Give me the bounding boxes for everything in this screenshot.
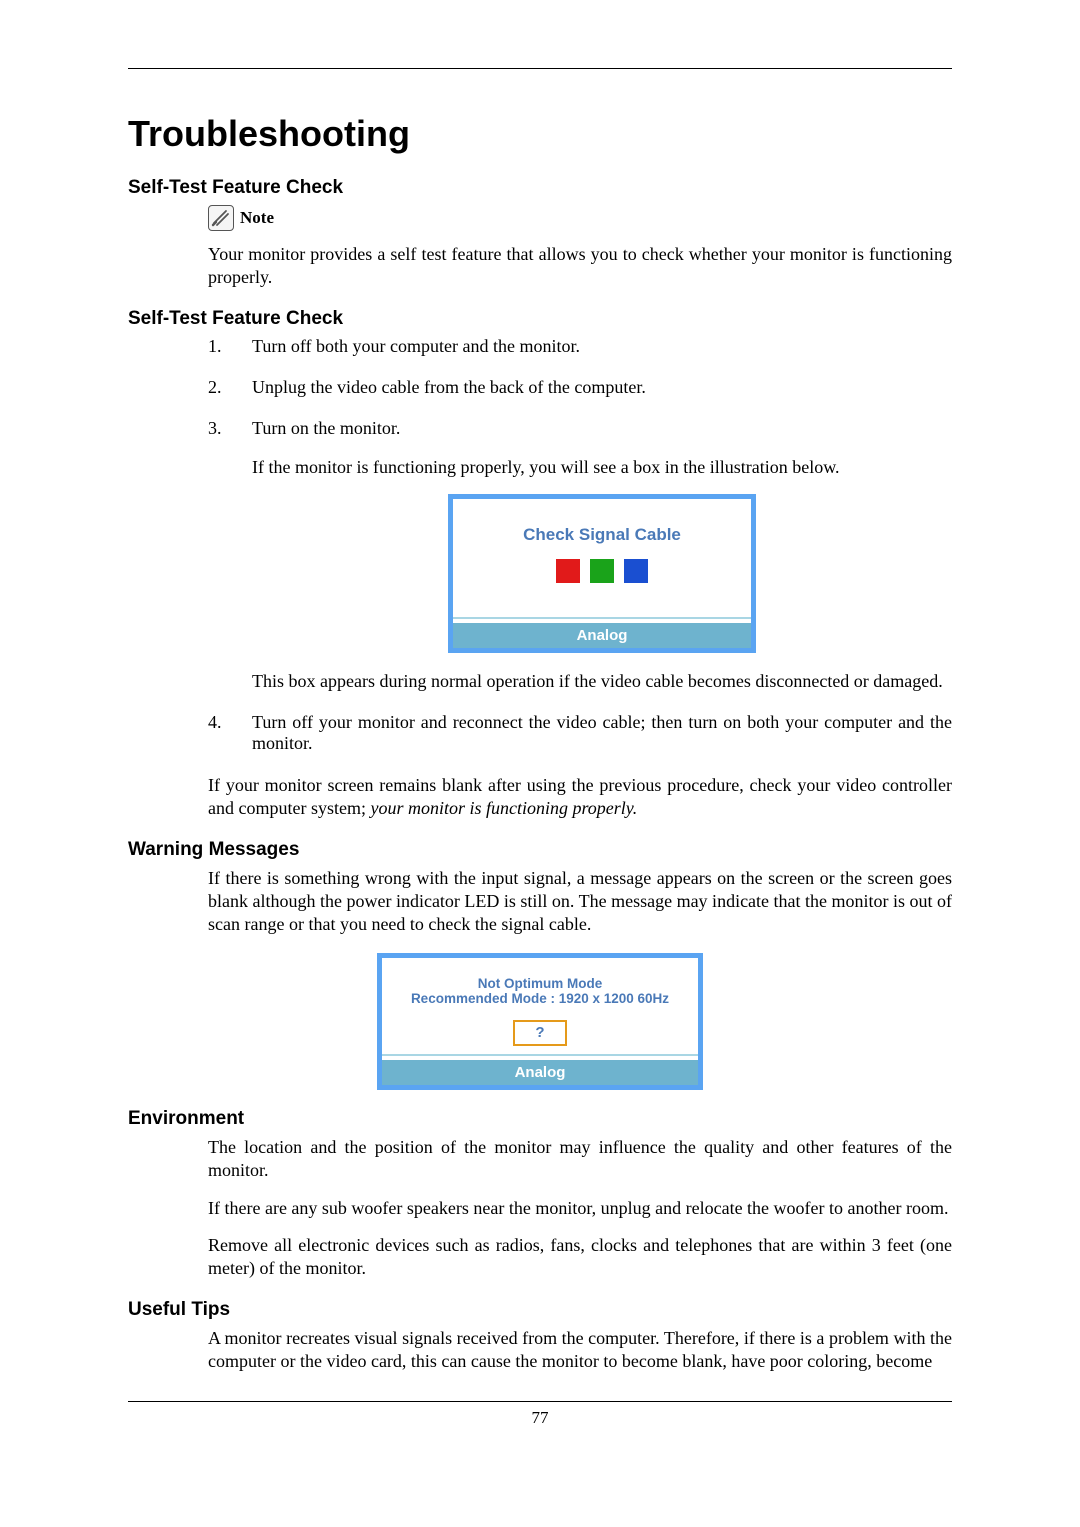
note-label: Note <box>240 208 274 228</box>
figure-2-wrap: Not Optimum Mode Recommended Mode : 1920… <box>128 953 952 1090</box>
section-heading-selftest2: Self-Test Feature Check <box>128 308 952 330</box>
figure-not-optimum-mode: Not Optimum Mode Recommended Mode : 1920… <box>377 953 703 1090</box>
step-4-text: Turn off your monitor and reconnect the … <box>252 712 952 753</box>
fig2-line1: Not Optimum Mode <box>382 976 698 991</box>
note-row: Note <box>208 205 952 231</box>
warning-text: If there is something wrong with the inp… <box>208 867 952 937</box>
selftest-closing: If your monitor screen remains blank aft… <box>208 774 952 821</box>
figure-check-signal-cable: Check Signal Cable Analog <box>448 494 756 653</box>
fig1-label: Check Signal Cable <box>453 525 751 559</box>
figure-1-wrap: Check Signal Cable Analog <box>252 494 952 653</box>
rule-bottom <box>128 1401 952 1402</box>
selftest-closing-italic: your monitor is functioning properly. <box>370 798 637 818</box>
steps-list: Turn off both your computer and the moni… <box>208 336 952 754</box>
step-4: Turn off your monitor and reconnect the … <box>208 712 952 754</box>
fig2-qmark: ? <box>513 1020 567 1046</box>
fig1-square-red <box>556 559 580 583</box>
environment-p3: Remove all electronic devices such as ra… <box>208 1234 952 1281</box>
fig1-squares <box>453 559 751 617</box>
step-3-text: Turn on the monitor. <box>252 418 400 438</box>
section-heading-environment: Environment <box>128 1108 952 1130</box>
fig1-square-blue <box>624 559 648 583</box>
document-page: Troubleshooting Self-Test Feature Check … <box>0 0 1080 1527</box>
step-1-text: Turn off both your computer and the moni… <box>252 336 580 356</box>
section-heading-selftest1: Self-Test Feature Check <box>128 177 952 199</box>
fig2-footer: Analog <box>382 1060 698 1085</box>
fig1-square-green <box>590 559 614 583</box>
note-icon <box>208 205 234 231</box>
step-3-sub: If the monitor is functioning properly, … <box>252 457 952 478</box>
step-3-after: This box appears during normal operation… <box>252 671 952 692</box>
section-heading-warning: Warning Messages <box>128 839 952 861</box>
page-number: 77 <box>128 1408 952 1428</box>
step-2-text: Unplug the video cable from the back of … <box>252 377 646 397</box>
note-text: Your monitor provides a self test featur… <box>208 243 952 290</box>
tips-p1: A monitor recreates visual signals recei… <box>208 1327 952 1374</box>
step-1: Turn off both your computer and the moni… <box>208 336 952 357</box>
rule-top <box>128 68 952 69</box>
environment-p1: The location and the position of the mon… <box>208 1136 952 1183</box>
step-3: Turn on the monitor. If the monitor is f… <box>208 418 952 692</box>
section-heading-tips: Useful Tips <box>128 1299 952 1321</box>
fig1-footer: Analog <box>453 623 751 648</box>
environment-p2: If there are any sub woofer speakers nea… <box>208 1197 952 1220</box>
page-title: Troubleshooting <box>128 113 952 155</box>
step-2: Unplug the video cable from the back of … <box>208 377 952 398</box>
fig2-line2: Recommended Mode : 1920 x 1200 60Hz <box>382 991 698 1006</box>
